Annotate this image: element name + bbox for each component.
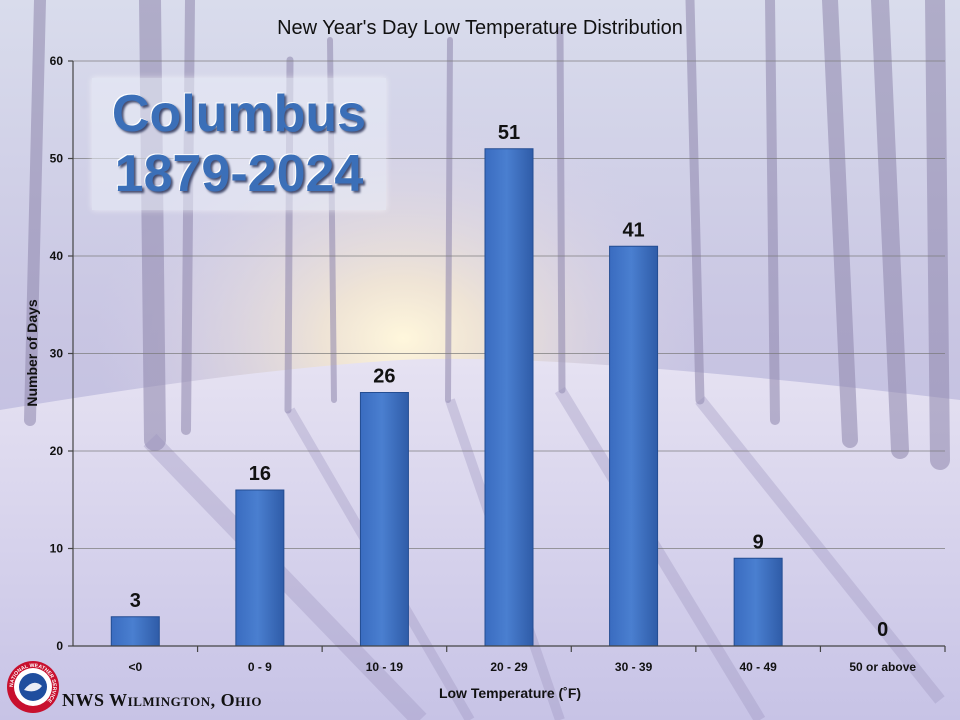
- chart-title: New Year's Day Low Temperature Distribut…: [277, 17, 683, 39]
- data-label: 41: [622, 219, 644, 241]
- bar: [359, 392, 409, 647]
- y-axis-ticks: 0 10 20 30 40 50 60: [50, 54, 73, 653]
- x-axis-label: Low Temperature (˚F): [439, 685, 581, 701]
- y-tick-label: 0: [56, 639, 63, 653]
- data-label: 16: [249, 463, 271, 485]
- x-tick-label: 10 - 19: [366, 660, 404, 674]
- bar: [484, 148, 534, 647]
- y-tick-label: 60: [50, 54, 64, 68]
- x-tick-label: 40 - 49: [739, 660, 777, 674]
- data-label: 0: [877, 619, 888, 641]
- office-footer: NWS Wilmington, Ohio: [62, 690, 262, 710]
- nws-logo-icon: NATIONAL WEATHER SERVICE: [7, 661, 59, 713]
- data-label: 51: [498, 122, 520, 144]
- bar: [110, 616, 160, 647]
- y-tick-label: 40: [50, 249, 64, 263]
- data-label: 9: [753, 531, 764, 553]
- y-tick-label: 50: [50, 152, 64, 166]
- y-tick-label: 30: [50, 347, 64, 361]
- data-label: 26: [373, 366, 395, 388]
- bar: [733, 557, 783, 647]
- x-tick-label: <0: [128, 660, 142, 674]
- location-callout: Columbus 1879-2024: [92, 78, 386, 210]
- x-tick-label: 0 - 9: [248, 660, 272, 674]
- bar: [235, 489, 285, 647]
- data-labels: 3 16 26 51 41 9 0: [130, 122, 889, 641]
- x-tick-label: 20 - 29: [490, 660, 528, 674]
- bars: [110, 148, 783, 647]
- callout-years: 1879-2024: [114, 145, 364, 203]
- bar: [609, 245, 659, 647]
- data-label: 3: [130, 590, 141, 612]
- x-tick-label: 30 - 39: [615, 660, 653, 674]
- y-tick-label: 10: [50, 542, 64, 556]
- x-tick-label: 50 or above: [849, 660, 916, 674]
- x-axis-ticks: <0 0 - 9 10 - 19 20 - 29 30 - 39 40 - 49 50 or…: [128, 646, 946, 674]
- callout-place: Columbus: [111, 85, 367, 143]
- y-tick-label: 20: [50, 444, 64, 458]
- y-axis-label: Number of Days: [24, 299, 40, 407]
